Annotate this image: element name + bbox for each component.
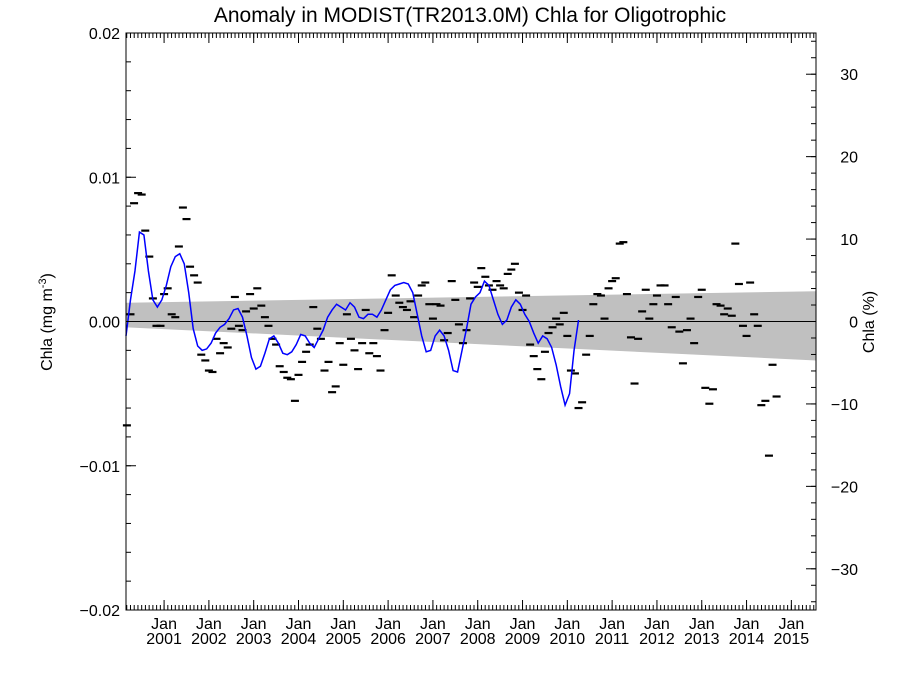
x-tick-month: Jan bbox=[689, 616, 715, 633]
smoothed-line bbox=[125, 230, 580, 408]
x-tick-year: 2015 bbox=[774, 631, 810, 648]
y-axis-label-right: Chla (%) bbox=[861, 291, 878, 353]
y-axis-label-left-sup: -3 bbox=[37, 278, 49, 288]
x-tick-year: 2014 bbox=[729, 631, 765, 648]
right-tick-label: −30 bbox=[831, 562, 858, 579]
trend-band bbox=[126, 291, 816, 361]
left-tick-label: −0.02 bbox=[80, 603, 121, 620]
x-tick-month: Jan bbox=[734, 616, 760, 633]
right-axis: 30 20 10 0 −10 −20 −30 bbox=[806, 40, 858, 603]
right-tick-label: −20 bbox=[831, 479, 858, 496]
anomaly-marks bbox=[122, 192, 781, 457]
left-tick-label: 0.01 bbox=[89, 170, 120, 187]
x-tick-year: 2001 bbox=[146, 631, 182, 648]
x-tick-month: Jan bbox=[599, 616, 625, 633]
x-tick-year: 2011 bbox=[595, 631, 630, 648]
left-tick-label: 0.00 bbox=[89, 315, 120, 332]
x-tick-month: Jan bbox=[286, 616, 312, 633]
x-tick-month: Jan bbox=[644, 616, 670, 633]
y-axis-label-left-close: ) bbox=[39, 273, 56, 278]
right-tick-label: 30 bbox=[840, 67, 858, 84]
right-tick-label: 10 bbox=[840, 232, 858, 249]
x-tick-year: 2010 bbox=[550, 631, 586, 648]
x-tick-year: 2003 bbox=[236, 631, 272, 648]
x-tick-year: 2002 bbox=[191, 631, 227, 648]
x-tick-month: Jan bbox=[778, 616, 804, 633]
left-tick-label: −0.01 bbox=[80, 459, 121, 476]
x-tick-month: Jan bbox=[196, 616, 222, 633]
x-tick-year: 2009 bbox=[505, 631, 541, 648]
x-tick-year: 2008 bbox=[460, 631, 496, 648]
x-axis: Jan2001Jan2002Jan2003Jan2004Jan2005Jan20… bbox=[126, 33, 815, 648]
x-tick-month: Jan bbox=[510, 616, 536, 633]
x-tick-month: Jan bbox=[330, 616, 356, 633]
x-tick-month: Jan bbox=[151, 616, 177, 633]
left-axis: 0.02 0.01 0.00 −0.01 −0.02 bbox=[80, 26, 136, 620]
plot-area bbox=[122, 32, 817, 611]
x-tick-year: 2013 bbox=[684, 631, 720, 648]
x-tick-month: Jan bbox=[241, 616, 267, 633]
y-axis-label-left-main: Chla (mg m bbox=[39, 288, 56, 371]
x-tick-month: Jan bbox=[465, 616, 491, 633]
x-tick-month: Jan bbox=[420, 616, 446, 633]
x-tick-year: 2005 bbox=[326, 631, 362, 648]
right-tick-label: −10 bbox=[831, 397, 858, 414]
x-tick-year: 2004 bbox=[281, 631, 317, 648]
right-tick-label: 0 bbox=[849, 315, 858, 332]
x-tick-month: Jan bbox=[554, 616, 580, 633]
chart-title: Anomaly in MODIST(TR2013.0M) Chla for Ol… bbox=[214, 4, 726, 27]
x-tick-year: 2012 bbox=[639, 631, 675, 648]
x-tick-year: 2006 bbox=[370, 631, 406, 648]
x-tick-month: Jan bbox=[375, 616, 401, 633]
x-tick-year: 2007 bbox=[415, 631, 451, 648]
left-tick-label: 0.02 bbox=[89, 26, 120, 43]
right-tick-label: 20 bbox=[840, 150, 858, 167]
y-axis-label-left: Chla (mg m-3) bbox=[37, 273, 56, 371]
